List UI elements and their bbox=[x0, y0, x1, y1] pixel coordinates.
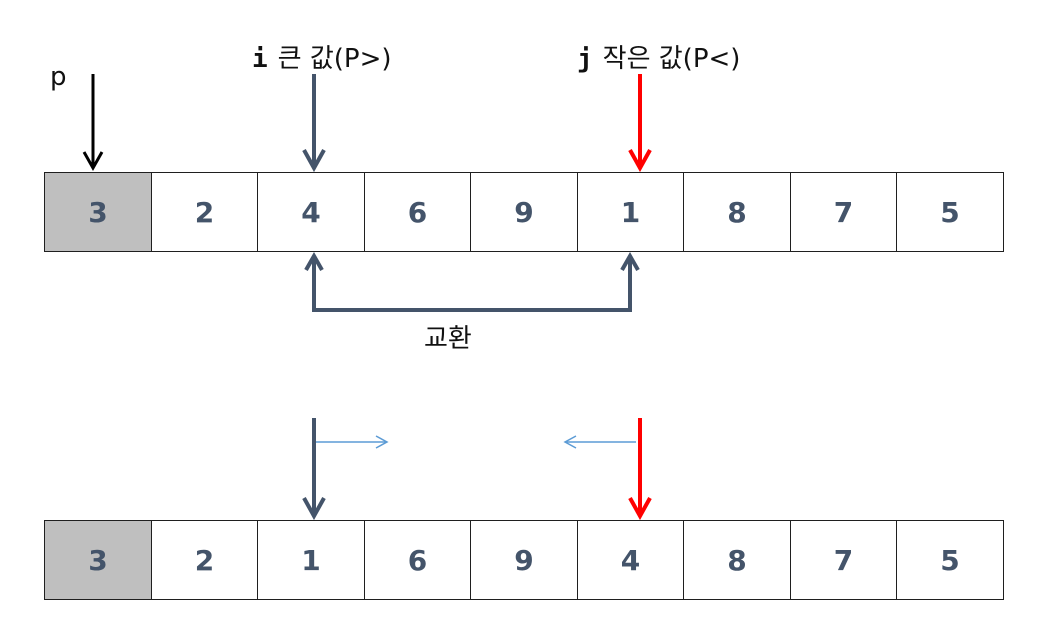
array-cell: 8 bbox=[683, 520, 791, 600]
j-label: j 작은 값(P<) bbox=[577, 38, 740, 75]
array-cell: 5 bbox=[896, 520, 1004, 600]
array-cell: 9 bbox=[470, 172, 578, 252]
array-cell: 3 bbox=[44, 520, 152, 600]
i-move-right-arrow bbox=[316, 435, 389, 449]
j-pointer-arrow-after bbox=[628, 418, 652, 521]
j-move-left-arrow bbox=[563, 435, 636, 449]
i-variable: i bbox=[252, 44, 268, 74]
array-after-swap: 3 2 1 6 9 4 8 7 5 bbox=[44, 520, 1004, 600]
array-cell: 4 bbox=[576, 520, 685, 600]
array-cell: 5 bbox=[896, 172, 1004, 252]
pivot-label: p bbox=[50, 62, 67, 92]
array-cell: 6 bbox=[363, 520, 472, 600]
j-description: 작은 값(P<) bbox=[602, 44, 741, 74]
i-pointer-arrow bbox=[302, 74, 326, 173]
array-cell: 1 bbox=[257, 520, 365, 600]
i-description: 큰 값(P>) bbox=[277, 44, 392, 74]
pivot-pointer-arrow bbox=[82, 74, 104, 172]
swap-label: 교환 bbox=[424, 324, 472, 354]
i-label: i 큰 값(P>) bbox=[252, 38, 392, 75]
j-pointer-arrow bbox=[628, 74, 652, 173]
i-pointer-arrow-after bbox=[302, 418, 326, 521]
array-cell: 7 bbox=[789, 520, 898, 600]
array-cell: 2 bbox=[150, 172, 259, 252]
array-cell: 1 bbox=[576, 172, 685, 252]
array-cell: 3 bbox=[44, 172, 152, 252]
j-variable: j bbox=[577, 44, 593, 74]
array-cell: 2 bbox=[150, 520, 259, 600]
array-cell: 7 bbox=[789, 172, 898, 252]
array-cell: 9 bbox=[470, 520, 578, 600]
array-before-swap: 3 2 4 6 9 1 8 7 5 bbox=[44, 172, 1004, 252]
swap-connector bbox=[304, 251, 640, 312]
array-cell: 8 bbox=[683, 172, 791, 252]
array-cell: 4 bbox=[257, 172, 365, 252]
array-cell: 6 bbox=[363, 172, 472, 252]
